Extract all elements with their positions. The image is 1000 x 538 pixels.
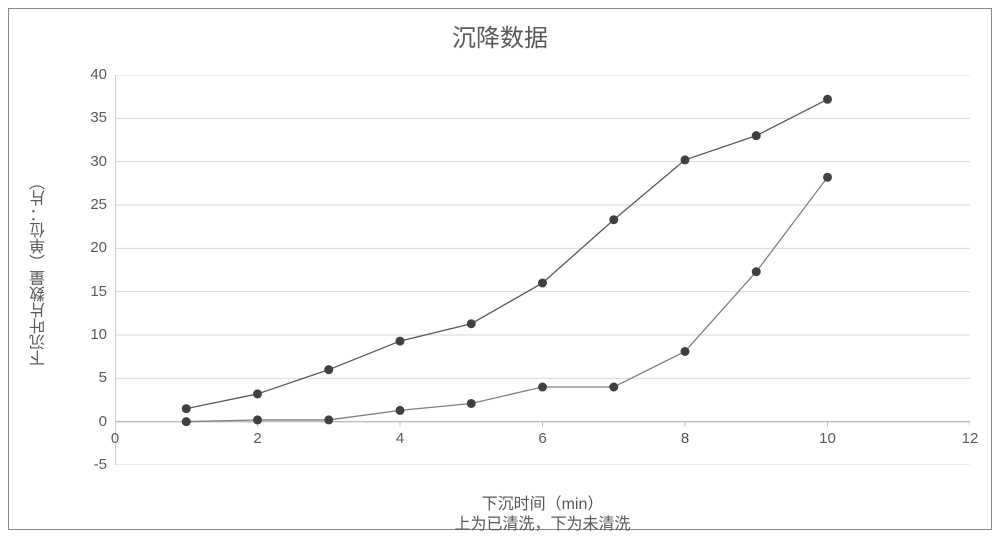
y-tick-label: 10 bbox=[65, 326, 107, 343]
y-tick-label: 25 bbox=[65, 196, 107, 213]
x-tick-label: 8 bbox=[665, 430, 705, 447]
chart-title: 沉降数据 bbox=[0, 18, 1000, 53]
plot-area bbox=[115, 75, 970, 465]
x-tick-label: 4 bbox=[380, 430, 420, 447]
x-tick-label: 0 bbox=[95, 430, 135, 447]
y-axis-label: 下沉叶片数量（单位：片） bbox=[28, 75, 52, 465]
y-tick-label: -5 bbox=[65, 456, 107, 473]
y-tick-label: 0 bbox=[65, 413, 107, 430]
y-tick-label: 30 bbox=[65, 153, 107, 170]
y-tick-label: 40 bbox=[65, 66, 107, 83]
y-tick-label: 15 bbox=[65, 283, 107, 300]
y-tick-label: 20 bbox=[65, 239, 107, 256]
x-tick-label: 6 bbox=[523, 430, 563, 447]
y-tick-label: 5 bbox=[65, 369, 107, 386]
x-tick-label: 12 bbox=[950, 430, 990, 447]
x-tick-label: 2 bbox=[238, 430, 278, 447]
y-tick-label: 35 bbox=[65, 109, 107, 126]
plot-svg bbox=[115, 75, 970, 465]
chart-caption: 上为已清洗，下为未清洗 bbox=[115, 510, 970, 534]
x-tick-label: 10 bbox=[808, 430, 848, 447]
